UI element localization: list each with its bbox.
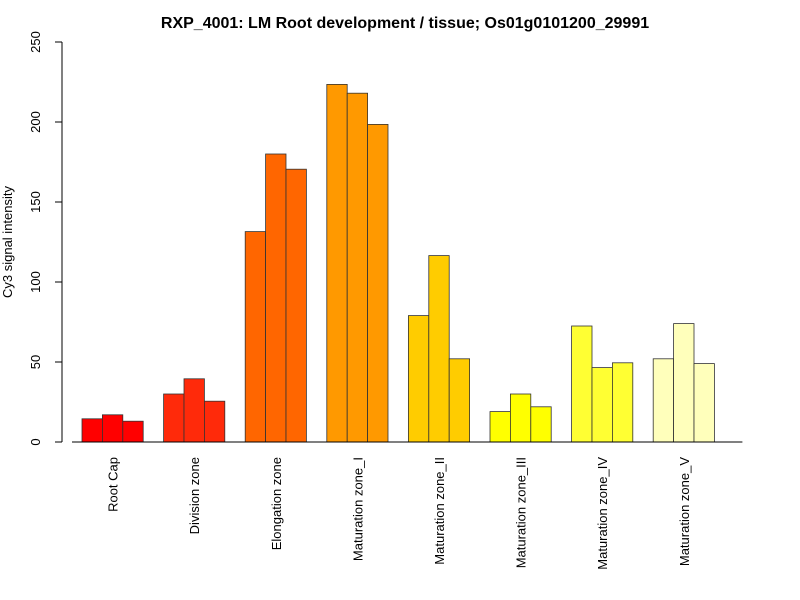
bar: [407, 315, 430, 443]
bar: [509, 393, 532, 443]
y-tick-label: 100: [28, 271, 43, 293]
x-axis: Root Cap Division zone Elongation zone Matu…: [72, 441, 743, 570]
bar: [81, 418, 103, 443]
x-tick-label: Maturation zone_II: [432, 457, 447, 565]
y-axis-label: Cy3 signal intensity: [0, 186, 15, 298]
bar: [428, 255, 450, 443]
bar: [265, 153, 287, 443]
chart-title: RXP_4001: LM Root development / tissue; …: [161, 15, 649, 32]
y-axis: 0 50 100 150 200 250: [28, 31, 63, 446]
bar: [183, 378, 205, 443]
x-tick-label: Root Cap: [106, 457, 121, 512]
bar: [612, 362, 634, 443]
y-tick-label: 50: [28, 355, 43, 369]
y-tick-label: 250: [28, 31, 43, 53]
bar: [346, 92, 369, 443]
x-tick-label: Maturation zone_V: [677, 457, 692, 566]
y-tick-label: 0: [28, 438, 43, 445]
x-tick-label: Elongation zone: [269, 457, 284, 550]
bar: [244, 231, 266, 443]
y-tick-label: 200: [28, 111, 43, 133]
x-tick-label: Maturation zone_IV: [595, 457, 610, 570]
bar: [448, 358, 471, 443]
bar: [693, 363, 715, 443]
x-tick-label: Maturation zone_I: [350, 457, 365, 561]
bar: [163, 393, 185, 443]
bar: [326, 84, 348, 443]
y-tick-label: 150: [28, 191, 43, 213]
bar: [122, 420, 144, 443]
bar: [652, 358, 675, 443]
bar: [102, 414, 124, 443]
bar: [571, 325, 593, 443]
bar: [367, 124, 389, 443]
x-tick-label: Maturation zone_III: [514, 457, 529, 568]
bar: [489, 411, 511, 443]
bar: [203, 400, 226, 443]
bars-group: [81, 84, 715, 443]
bar: [530, 406, 552, 443]
bar: [285, 168, 307, 443]
bar: [591, 367, 613, 443]
bar: [673, 323, 695, 443]
x-tick-label: Division zone: [187, 457, 202, 534]
